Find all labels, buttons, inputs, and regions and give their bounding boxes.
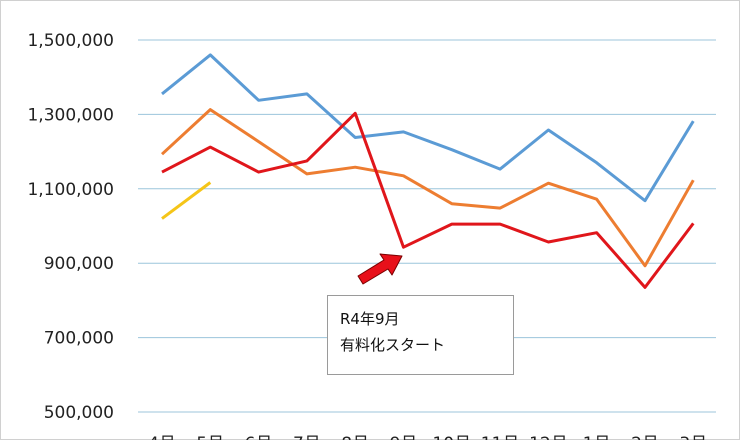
y-tick-label: 1,300,000 (27, 105, 114, 125)
x-tick-label: 11月 (481, 434, 520, 440)
x-tick-label: 8月 (341, 434, 369, 440)
series-line-1 (161, 53, 695, 203)
x-tick-label: 7月 (293, 434, 321, 440)
y-axis-ticks: 500,000 700,000 900,000 1,100,000 1,300,000 1… (27, 31, 114, 423)
y-tick-label: 500,000 (44, 403, 114, 423)
series-line-3 (161, 111, 695, 289)
x-axis-ticks: 4月 5月 6月 7月 8月 9月 10月 11月 12月 1月 2月 3月 (148, 434, 707, 440)
x-tick-label: 2月 (631, 434, 659, 440)
series-line-2 (160, 108, 695, 268)
y-tick-label: 1,100,000 (27, 180, 114, 200)
annotation-box: R4年9月 有料化スタート (327, 295, 514, 375)
y-tick-label: 900,000 (44, 254, 114, 274)
x-tick-label: 4月 (148, 434, 176, 440)
x-tick-label: 9月 (390, 434, 418, 440)
annotation-line-1: R4年9月 (340, 310, 400, 328)
x-tick-label: 3月 (679, 434, 707, 440)
annotation-arrow (357, 253, 403, 285)
y-tick-label: 700,000 (44, 329, 114, 349)
x-tick-label: 10月 (432, 434, 471, 440)
x-tick-label: 5月 (196, 434, 224, 440)
series-line-4 (161, 181, 212, 220)
series-lines (160, 53, 695, 289)
y-tick-label: 1,500,000 (27, 31, 114, 51)
gridlines (138, 39, 716, 413)
x-tick-label: 6月 (245, 434, 273, 440)
x-tick-label: 1月 (583, 434, 611, 440)
annotation-line-2: 有料化スタート (340, 336, 446, 354)
x-tick-label: 12月 (529, 434, 568, 440)
